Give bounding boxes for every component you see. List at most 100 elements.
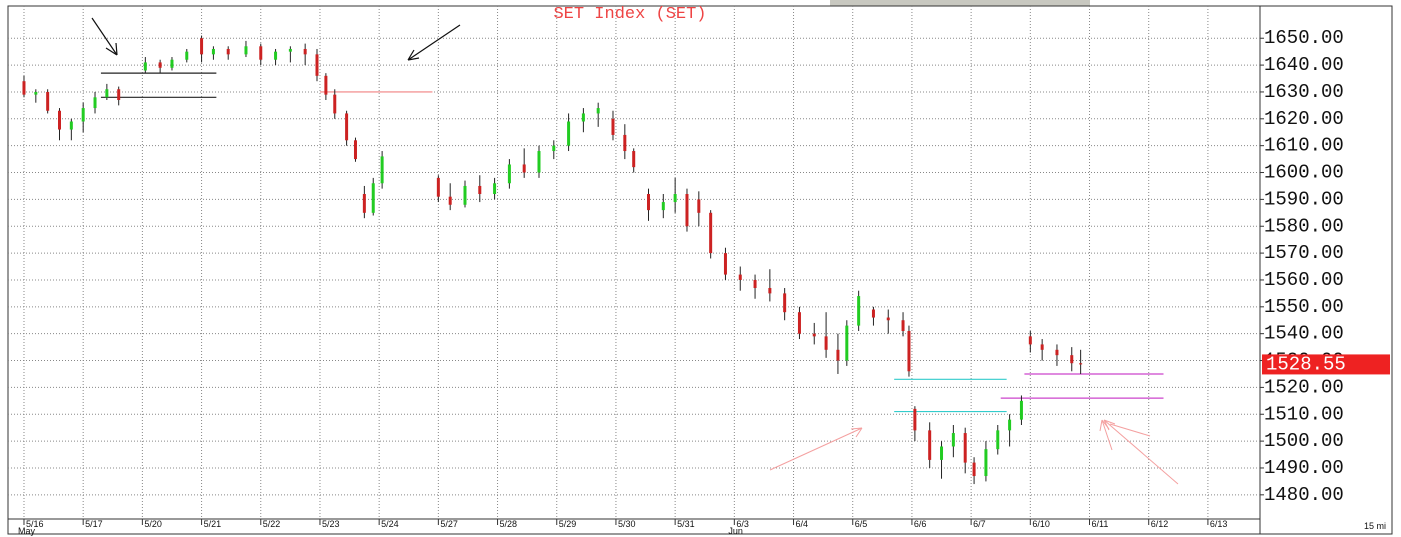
y-tick-label: 1650.00	[1264, 27, 1344, 49]
bar-body	[437, 178, 440, 197]
bar-body	[813, 334, 816, 337]
y-tick-label: 1500.00	[1264, 430, 1344, 452]
bar-body	[159, 62, 162, 67]
bar-body	[58, 111, 61, 130]
bar-body	[463, 186, 466, 205]
bar-body	[913, 409, 916, 430]
y-tick-label: 1540.00	[1264, 323, 1344, 345]
y-tick-label: 1590.00	[1264, 188, 1344, 210]
bar-body	[685, 194, 688, 226]
bar-body	[227, 49, 230, 54]
bar-body	[907, 331, 910, 371]
x-tick-label: 5/28	[500, 519, 518, 529]
bar-body	[170, 60, 173, 68]
bar-body	[22, 81, 25, 94]
bar-body	[1029, 336, 1032, 344]
y-tick-label: 1520.00	[1264, 376, 1344, 398]
bar-body	[887, 318, 890, 321]
bar-body	[697, 199, 700, 212]
x-tick-label: 5/23	[322, 519, 340, 529]
last-price-label: 1528.55	[1266, 353, 1346, 375]
x-tick-label: 6/7	[973, 519, 986, 529]
background	[0, 0, 1401, 537]
month-label: Jun	[728, 526, 743, 536]
bar-body	[902, 320, 905, 331]
x-tick-label: 5/30	[618, 519, 636, 529]
bar-body	[333, 95, 336, 114]
bar-body	[244, 46, 247, 54]
bar-body	[623, 135, 626, 151]
bar-body	[105, 89, 108, 97]
y-tick-label: 1620.00	[1264, 108, 1344, 130]
bar-body	[1070, 355, 1073, 363]
bar-body	[674, 194, 677, 202]
y-tick-label: 1480.00	[1264, 484, 1344, 506]
chart: SET Index (SET) 15 mi 1480.001490.001500…	[0, 0, 1401, 537]
x-tick-label: 5/17	[85, 519, 103, 529]
bar-body	[274, 52, 277, 60]
bar-body	[1079, 363, 1082, 364]
x-tick-label: 6/6	[914, 519, 927, 529]
bar-body	[662, 202, 665, 210]
bar-body	[984, 449, 987, 476]
bar-body	[34, 92, 37, 95]
x-tick-label: 5/24	[381, 519, 399, 529]
bar-body	[259, 46, 262, 59]
bar-body	[289, 49, 292, 52]
bar-body	[508, 164, 511, 183]
bar-body	[857, 296, 860, 326]
bar-body	[1041, 344, 1044, 349]
bar-body	[46, 92, 49, 111]
bar-body	[493, 183, 496, 194]
y-tick-label: 1610.00	[1264, 135, 1344, 157]
bar-body	[316, 54, 319, 75]
y-tick-label: 1580.00	[1264, 215, 1344, 237]
bar-body	[144, 62, 147, 70]
bar-body	[185, 52, 188, 60]
x-tick-label: 6/12	[1151, 519, 1169, 529]
bar-body	[582, 113, 585, 121]
bar-body	[354, 140, 357, 159]
x-tick-label: 5/29	[559, 519, 577, 529]
x-tick-label: 6/13	[1210, 519, 1228, 529]
bar-body	[964, 433, 967, 463]
bar-body	[304, 49, 307, 54]
bar-body	[632, 151, 635, 167]
interval-label: 15 mi	[1364, 521, 1386, 531]
bar-body	[973, 463, 976, 476]
bar-body	[709, 213, 712, 253]
bar-body	[200, 38, 203, 54]
month-label: May	[18, 526, 36, 536]
bar-body	[117, 89, 120, 100]
bar-body	[372, 183, 375, 213]
bar-body	[82, 108, 85, 121]
bar-body	[724, 253, 727, 274]
y-tick-label: 1640.00	[1264, 54, 1344, 76]
bar-body	[996, 430, 999, 449]
photo-fragment	[830, 0, 1090, 6]
x-tick-label: 5/21	[204, 519, 222, 529]
bar-body	[345, 113, 348, 140]
bar-body	[523, 164, 526, 172]
bar-body	[952, 433, 955, 446]
y-tick-label: 1510.00	[1264, 403, 1344, 425]
y-tick-label: 1560.00	[1264, 269, 1344, 291]
bar-body	[845, 326, 848, 361]
bar-body	[940, 446, 943, 459]
x-tick-label: 5/22	[263, 519, 281, 529]
bar-body	[537, 151, 540, 172]
bar-body	[825, 336, 828, 349]
bar-body	[567, 121, 570, 145]
x-tick-label: 5/27	[440, 519, 458, 529]
bar-body	[754, 280, 757, 288]
bar-body	[70, 121, 73, 129]
bar-body	[798, 312, 801, 333]
x-tick-label: 6/4	[796, 519, 809, 529]
bar-body	[478, 186, 481, 194]
bar-body	[783, 293, 786, 312]
chart-title: SET Index (SET)	[553, 5, 706, 24]
y-tick-label: 1570.00	[1264, 242, 1344, 264]
bar-body	[324, 76, 327, 95]
bar-body	[768, 288, 771, 293]
bar-body	[212, 49, 215, 54]
